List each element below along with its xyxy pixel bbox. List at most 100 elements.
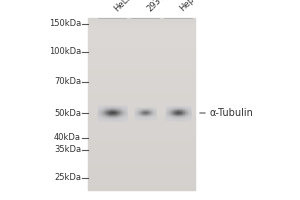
Bar <box>119 109 120 110</box>
Bar <box>150 117 151 118</box>
Bar <box>120 107 121 108</box>
Bar <box>122 106 123 107</box>
Bar <box>138 109 139 110</box>
Bar <box>105 108 106 109</box>
Bar <box>177 109 178 110</box>
Bar <box>101 107 102 108</box>
Bar <box>119 116 120 117</box>
Bar <box>172 106 173 107</box>
Bar <box>141 115 142 116</box>
Bar <box>117 115 118 116</box>
Bar <box>183 115 184 116</box>
Bar <box>177 119 178 120</box>
Bar <box>99 112 100 113</box>
Bar <box>140 109 141 110</box>
Bar <box>138 108 139 109</box>
Bar <box>142 109 143 110</box>
Bar <box>177 115 178 116</box>
Bar <box>142 110 143 111</box>
Bar <box>106 116 107 117</box>
Bar <box>101 114 102 115</box>
Bar <box>186 115 187 116</box>
Bar <box>150 116 151 117</box>
Bar <box>122 113 123 114</box>
Bar <box>137 114 138 115</box>
Text: 40kDa: 40kDa <box>54 134 81 142</box>
Bar <box>148 115 149 116</box>
Bar <box>186 113 187 114</box>
Bar <box>154 113 155 114</box>
Bar <box>170 117 171 118</box>
Bar <box>184 107 185 108</box>
Bar <box>184 110 185 111</box>
Bar <box>109 111 110 112</box>
Bar <box>105 111 106 112</box>
Bar <box>105 113 106 114</box>
Bar <box>189 114 190 115</box>
Bar <box>189 117 190 118</box>
Bar <box>170 118 171 119</box>
Bar <box>114 115 115 116</box>
Bar <box>146 117 147 118</box>
Bar <box>105 118 106 119</box>
Bar <box>176 117 177 118</box>
Bar <box>178 110 179 111</box>
Bar <box>153 108 154 109</box>
Bar <box>151 113 152 114</box>
Bar <box>152 113 153 114</box>
Bar <box>103 117 104 118</box>
Bar <box>112 115 113 116</box>
Bar <box>186 112 187 113</box>
Bar <box>167 116 168 117</box>
Bar <box>184 106 185 107</box>
Bar <box>149 109 150 110</box>
Bar <box>88 168 195 171</box>
Bar <box>172 116 173 117</box>
Bar <box>149 110 150 111</box>
Bar <box>113 119 114 120</box>
Bar <box>136 110 137 111</box>
Bar <box>181 113 182 114</box>
Bar <box>113 111 114 112</box>
Bar <box>120 108 121 109</box>
Bar <box>99 108 100 109</box>
Bar <box>140 114 141 115</box>
Bar <box>135 109 136 110</box>
Bar <box>101 107 102 108</box>
Bar <box>120 106 121 107</box>
Bar <box>108 119 109 120</box>
Bar <box>88 95 195 98</box>
Bar <box>105 108 106 109</box>
Bar <box>121 114 122 115</box>
Bar <box>184 110 185 111</box>
Text: 70kDa: 70kDa <box>54 77 81 86</box>
Bar <box>119 107 120 108</box>
Bar <box>154 117 155 118</box>
Bar <box>137 118 138 119</box>
Bar <box>146 113 147 114</box>
Bar <box>183 119 184 120</box>
Bar <box>154 110 155 111</box>
Bar <box>111 110 112 111</box>
Bar <box>122 115 123 116</box>
Bar <box>107 113 108 114</box>
Bar <box>148 117 149 118</box>
Bar <box>113 109 114 110</box>
Bar <box>171 113 172 114</box>
Bar <box>175 110 176 111</box>
Bar <box>172 107 173 108</box>
Bar <box>125 113 126 114</box>
Bar <box>112 113 113 114</box>
Bar <box>144 109 145 110</box>
Bar <box>154 117 155 118</box>
Bar <box>137 114 138 115</box>
Bar <box>174 113 175 114</box>
Bar <box>122 113 123 114</box>
Bar <box>176 116 177 117</box>
Bar <box>175 115 176 116</box>
Bar <box>179 111 180 112</box>
Bar <box>99 106 100 107</box>
Bar <box>122 115 123 116</box>
Bar <box>119 106 120 107</box>
Bar <box>146 109 147 110</box>
